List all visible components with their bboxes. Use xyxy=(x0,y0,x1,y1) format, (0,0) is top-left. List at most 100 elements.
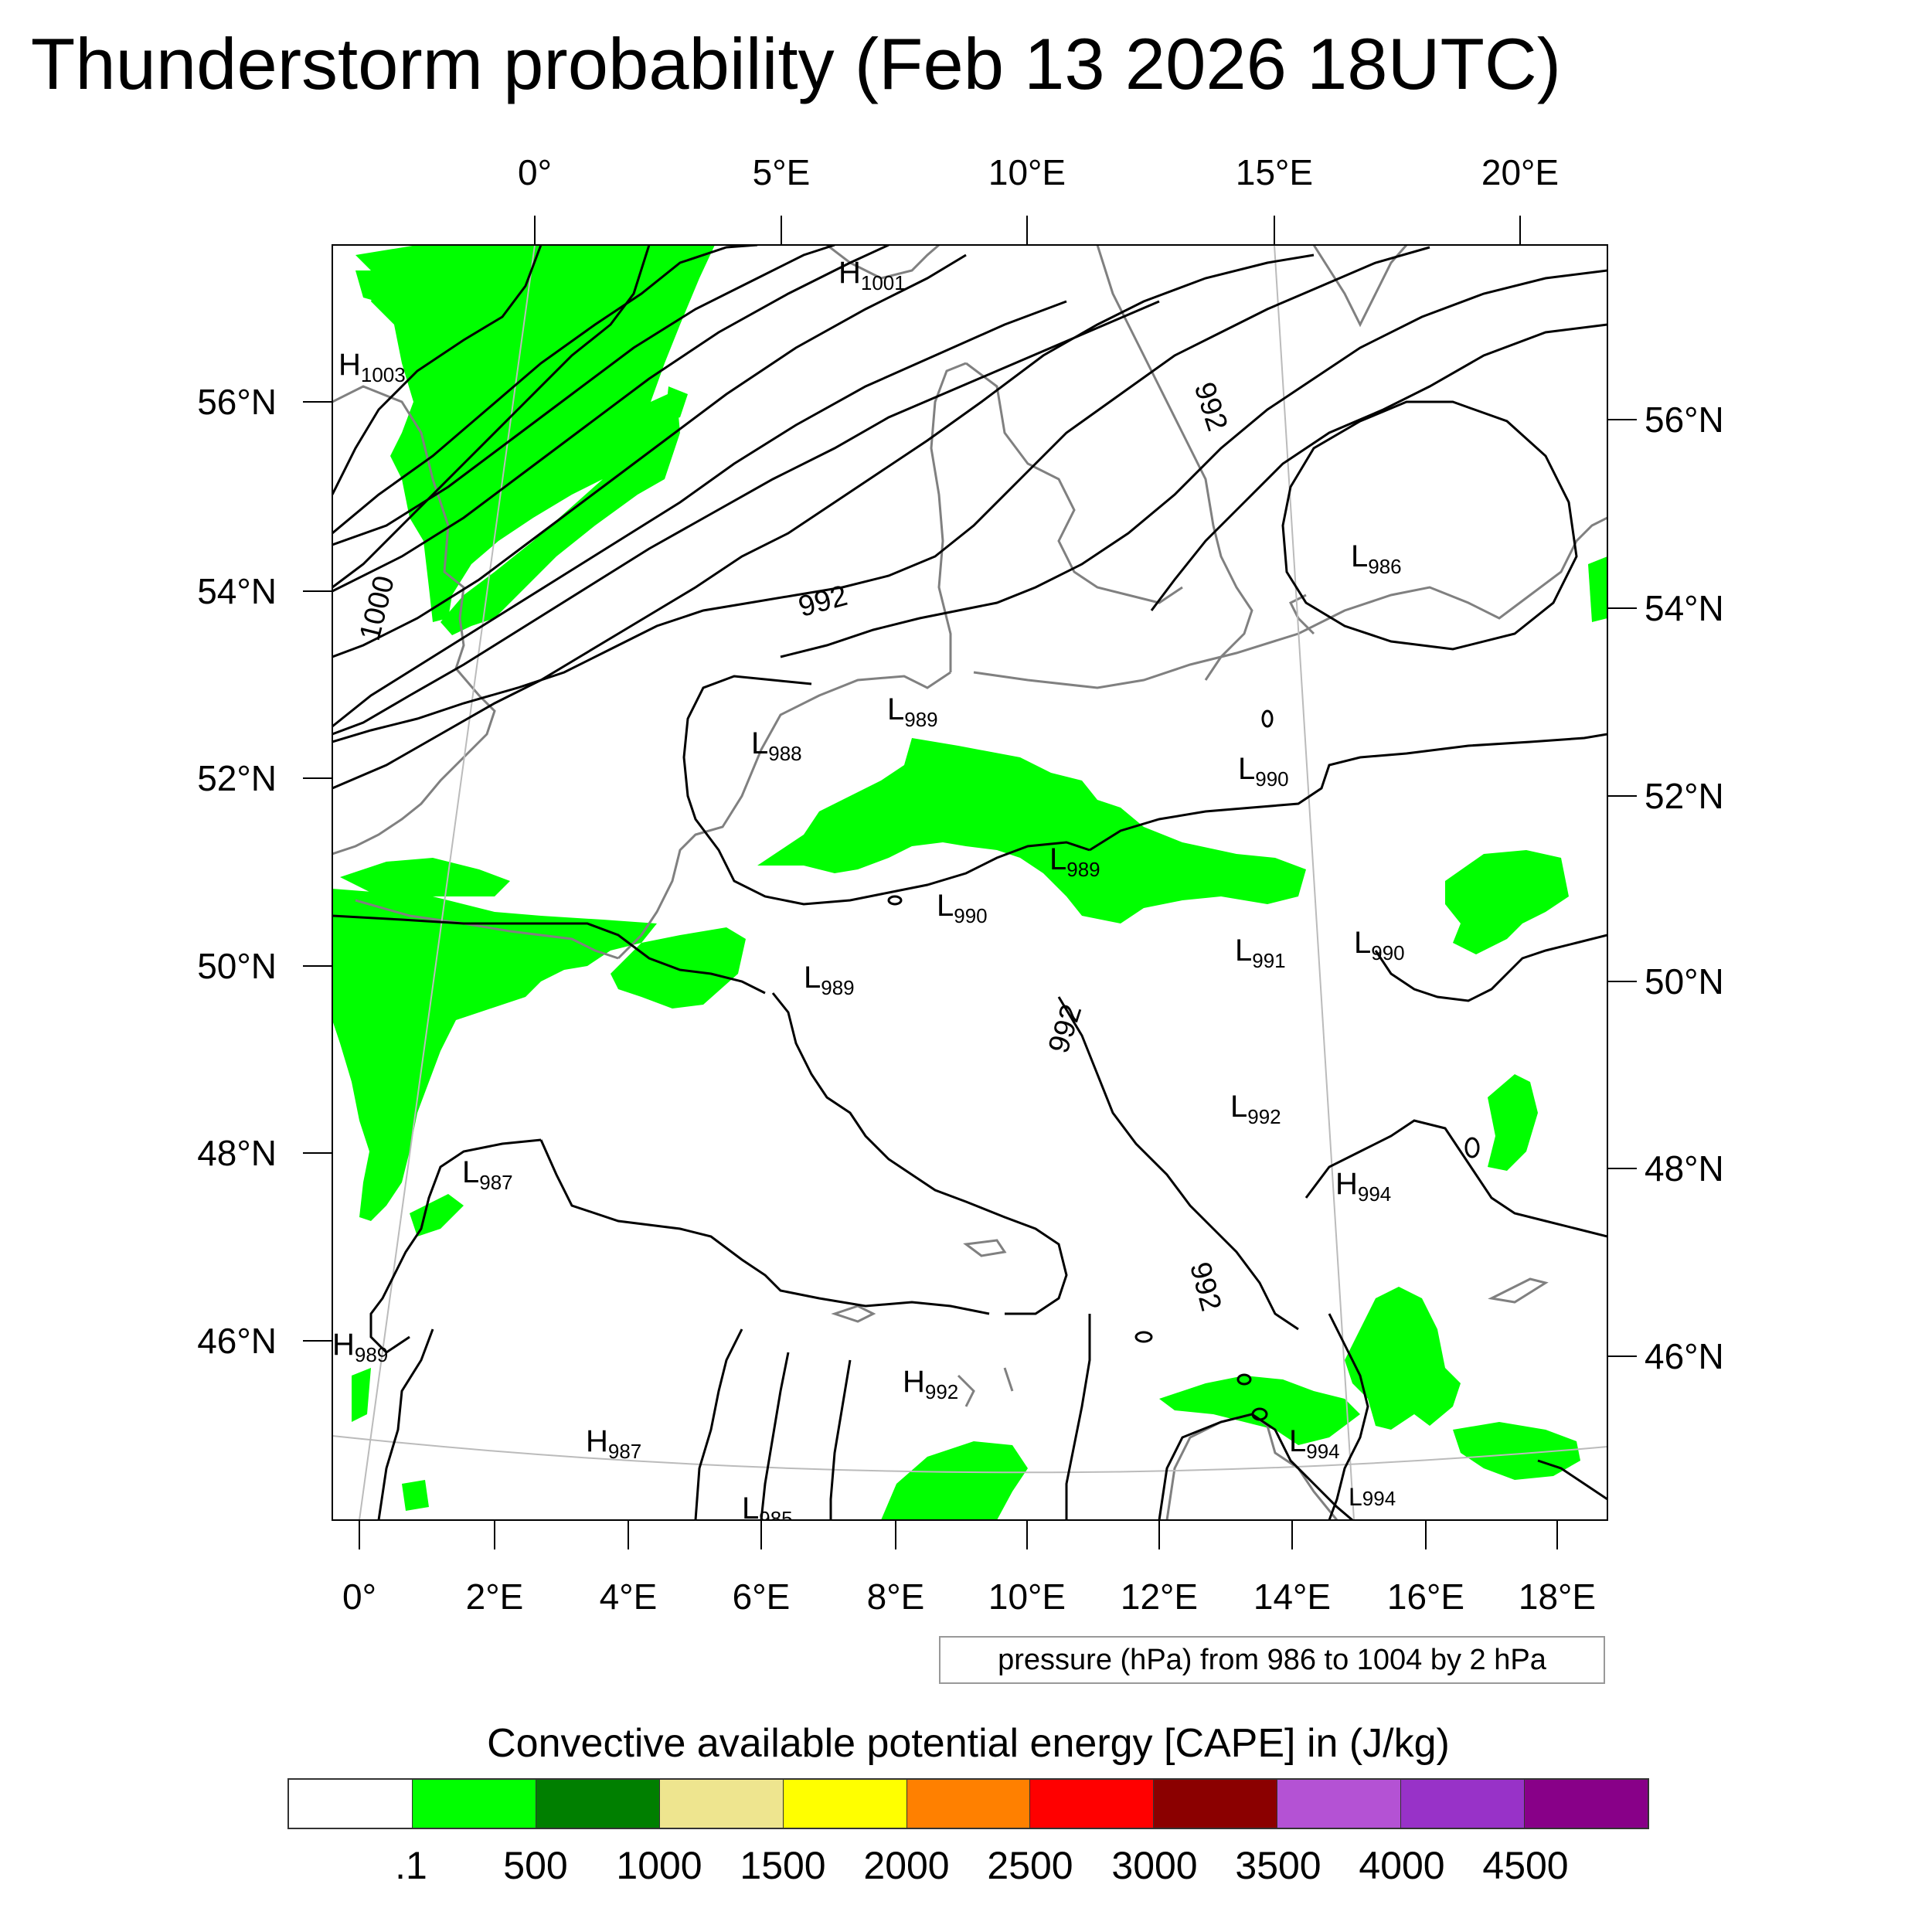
pressure-center-l-987: L987 xyxy=(462,1155,513,1194)
isobar-loop-2 xyxy=(1134,1331,1153,1343)
pressure-center-h-1003: H1003 xyxy=(338,348,406,386)
colorbar-swatch xyxy=(1030,1780,1155,1828)
isobar-11 xyxy=(780,269,1607,658)
cape-area-channel xyxy=(340,858,510,896)
lat-label-right: 54°N xyxy=(1645,588,1724,628)
pressure-center-l-986: L986 xyxy=(1351,539,1402,578)
coastline-lakes-italy xyxy=(957,1367,1014,1407)
legend-title: Convective available potential energy [C… xyxy=(487,1721,1450,1766)
coastline-norway xyxy=(826,245,940,280)
coastline-baltic-south xyxy=(973,516,1607,689)
map-frame-border xyxy=(332,244,1608,1521)
coastline-denmark-islands xyxy=(965,362,1183,604)
pressure-center-l-994-edge: L994 xyxy=(1349,1483,1396,1511)
lat-label-left: 54°N xyxy=(197,571,277,611)
pressure-center-h-994-vienna: H994 xyxy=(1335,1167,1392,1206)
lon-label-bottom: 6°E xyxy=(732,1577,791,1617)
coastline-vistula xyxy=(1288,594,1315,635)
isobar-adriatic xyxy=(1158,1413,1353,1520)
lat-label-left: 48°N xyxy=(197,1133,277,1173)
colorbar-label: 4500 xyxy=(1482,1844,1569,1887)
cape-area-france-south xyxy=(402,1480,429,1511)
meridian-0 xyxy=(359,245,536,1520)
isobar-loop-5 xyxy=(1236,1373,1252,1386)
lon-label-top: 5°E xyxy=(752,152,811,192)
lon-label-top: 20°E xyxy=(1481,152,1560,192)
coastline-sweden-south xyxy=(1096,245,1253,681)
coastline-france-north xyxy=(355,899,619,960)
isobar-low-countries xyxy=(682,675,1090,906)
isobars xyxy=(332,245,1607,1520)
colorbar-label: .1 xyxy=(395,1844,427,1887)
map-title: Thunderstorm probability (Feb 13 2026 18… xyxy=(30,23,1562,104)
pressure-center-l-990-east: L990 xyxy=(1354,926,1405,964)
colorbar-swatch xyxy=(289,1780,413,1828)
colorbar-swatch xyxy=(906,1780,1031,1828)
pressure-center-h-1001: H1001 xyxy=(838,256,906,294)
lat-label-left: 52°N xyxy=(197,758,277,798)
lon-label-bottom: 2°E xyxy=(465,1577,524,1617)
isobar-5 xyxy=(332,245,889,593)
lon-label-bottom: 18°E xyxy=(1518,1577,1597,1617)
coastline-lake-balaton xyxy=(1488,1277,1549,1304)
colorbar-label: 3500 xyxy=(1235,1844,1321,1887)
coastline-lake-geneva xyxy=(831,1304,876,1323)
lon-label-bottom: 10°E xyxy=(988,1577,1066,1617)
isobar-germany-south xyxy=(1089,733,1607,852)
lon-label-top: 10°E xyxy=(988,152,1066,192)
lat-label-left: 56°N xyxy=(197,382,277,422)
cape-area-serbia xyxy=(1453,1422,1580,1480)
isobar-poland-south xyxy=(1374,934,1607,1002)
parallel-south xyxy=(332,1435,1607,1474)
isobar-alps-south xyxy=(771,992,1068,1315)
cape-area-north-sea xyxy=(355,245,715,635)
pressure-center-l-994-adriatic: L994 xyxy=(1289,1424,1340,1463)
colorbar-label: 3000 xyxy=(1111,1844,1198,1887)
isobar-germany-central xyxy=(1057,996,1299,1331)
meridian-15e xyxy=(1274,245,1355,1520)
isobar-12 xyxy=(1150,323,1607,611)
colorbar-swatch xyxy=(659,1780,784,1828)
isobar-italy-3 xyxy=(760,1352,790,1520)
lon-label-bottom: 14°E xyxy=(1253,1577,1332,1617)
isobar-france-2 xyxy=(539,1139,990,1315)
coastline-finland xyxy=(1312,245,1408,328)
pressure-center-l-992: L992 xyxy=(1230,1090,1281,1128)
isobar-italy-1 xyxy=(377,1328,434,1520)
pressure-center-l-989-lux: L989 xyxy=(804,961,855,999)
isobar-9 xyxy=(332,253,1315,790)
pressure-center-l-988: L988 xyxy=(751,726,802,765)
isobar-hungary xyxy=(1304,1119,1607,1238)
cape-area-slovakia xyxy=(1488,1074,1538,1171)
isobar-italy-4 xyxy=(829,1359,852,1520)
pressure-center-h-992: H992 xyxy=(903,1365,959,1403)
colorbar-label: 4000 xyxy=(1359,1844,1445,1887)
lat-label-right: 50°N xyxy=(1645,961,1724,1002)
isobar-6 xyxy=(332,253,967,658)
cape-area-north-sea-small-1 xyxy=(355,270,417,305)
lat-label-right: 52°N xyxy=(1645,776,1724,816)
cape-area-italy-north xyxy=(881,1441,1028,1520)
colorbar-label: 2000 xyxy=(863,1844,950,1887)
colorbar-swatch xyxy=(412,1780,536,1828)
colorbar-swatch xyxy=(783,1780,907,1828)
cape-areas xyxy=(332,245,1607,1520)
lat-label-left: 46°N xyxy=(197,1321,277,1361)
cape-area-france-west xyxy=(352,1368,371,1422)
isobar-italy-5 xyxy=(1065,1314,1091,1520)
pressure-center-l-991: L991 xyxy=(1235,934,1286,972)
colorbar xyxy=(287,1778,1649,1829)
isobar-3 xyxy=(332,245,758,535)
isobar-italy-2 xyxy=(694,1328,743,1520)
isobar-austria xyxy=(1328,1313,1369,1520)
pressure-center-l-989-north: L989 xyxy=(887,692,938,731)
cape-area-croatia xyxy=(1159,1376,1360,1445)
isobar-loops xyxy=(887,709,1480,1421)
cape-area-belgium-france xyxy=(332,889,657,1221)
isobar-channel xyxy=(332,914,766,995)
lat-label-right: 46°N xyxy=(1645,1336,1724,1376)
colorbar-swatch xyxy=(536,1780,660,1828)
pressure-center-l-990-berlin: L990 xyxy=(1238,752,1289,791)
colorbar-swatch xyxy=(1154,1780,1278,1828)
